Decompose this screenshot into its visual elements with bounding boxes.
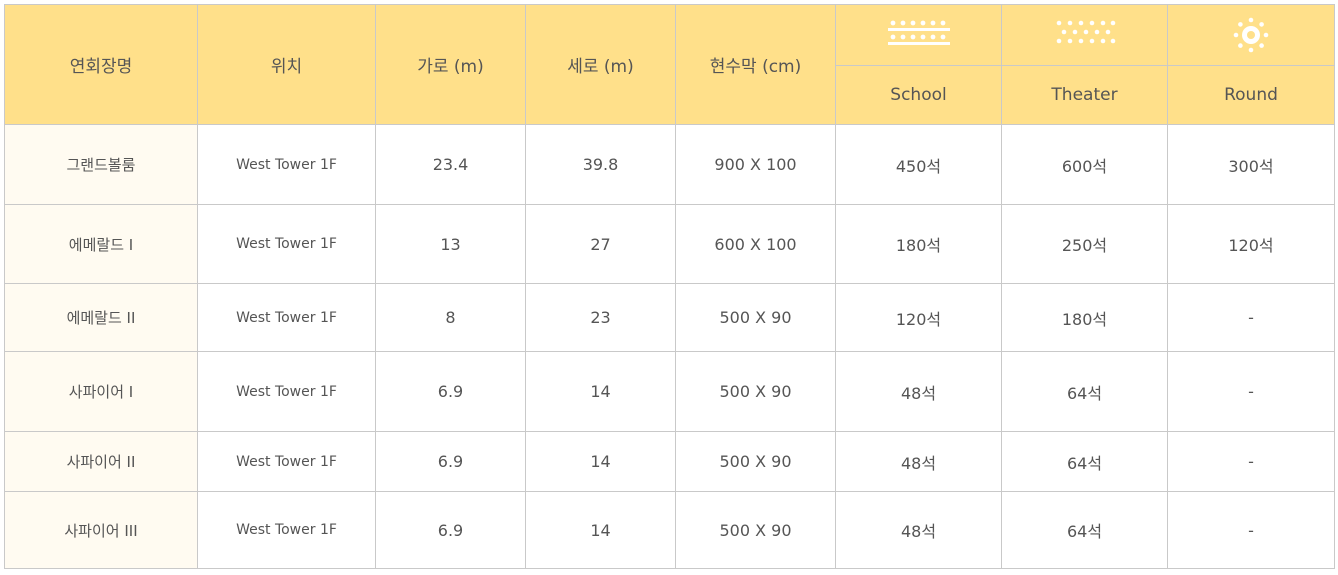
- header-width: 가로 (m): [375, 4, 526, 125]
- table-row: 사파이어 II West Tower 1F 6.9 14 500 X 90 48…: [4, 431, 1335, 492]
- venue-theater-capacity: 64석: [1001, 431, 1168, 492]
- venue-length: 14: [525, 351, 676, 432]
- theater-seating-icon: [1056, 20, 1115, 44]
- header-round-icon-cell: [1167, 4, 1335, 66]
- venue-table: 연회장명 위치 가로 (m) 세로 (m) 현수막 (cm): [4, 4, 1335, 569]
- header-theater-icon-cell: [1001, 4, 1168, 66]
- venue-location: West Tower 1F: [197, 351, 376, 432]
- venue-name: 사파이어 I: [4, 351, 198, 432]
- venue-width: 8: [375, 283, 526, 352]
- table-row: 그랜드볼룸 West Tower 1F 23.4 39.8 900 X 100 …: [4, 124, 1335, 205]
- venue-school-capacity: 180석: [835, 204, 1002, 284]
- venue-round-capacity: -: [1167, 351, 1335, 432]
- venue-length: 27: [525, 204, 676, 284]
- venue-theater-capacity: 600석: [1001, 124, 1168, 205]
- header-theater: Theater: [1001, 65, 1168, 125]
- venue-school-capacity: 450석: [835, 124, 1002, 205]
- header-school: School: [835, 65, 1002, 125]
- header-banner: 현수막 (cm): [675, 4, 836, 125]
- venue-school-capacity: 48석: [835, 351, 1002, 432]
- venue-school-capacity: 48석: [835, 491, 1002, 569]
- venue-banner: 500 X 90: [675, 283, 836, 352]
- header-length: 세로 (m): [525, 4, 676, 125]
- venue-banner: 500 X 90: [675, 491, 836, 569]
- venue-banner: 900 X 100: [675, 124, 836, 205]
- venue-theater-capacity: 64석: [1001, 491, 1168, 569]
- venue-theater-capacity: 180석: [1001, 283, 1168, 352]
- table-row: 사파이어 III West Tower 1F 6.9 14 500 X 90 4…: [4, 491, 1335, 569]
- venue-length: 14: [525, 431, 676, 492]
- venue-round-capacity: -: [1167, 431, 1335, 492]
- table-row: 에메랄드 II West Tower 1F 8 23 500 X 90 120석…: [4, 283, 1335, 352]
- round-table-icon: [1233, 17, 1269, 53]
- venue-width: 6.9: [375, 491, 526, 569]
- venue-school-capacity: 48석: [835, 431, 1002, 492]
- venue-banner: 600 X 100: [675, 204, 836, 284]
- venue-name: 에메랄드 I: [4, 204, 198, 284]
- venue-name: 사파이어 II: [4, 431, 198, 492]
- venue-location: West Tower 1F: [197, 124, 376, 205]
- venue-theater-capacity: 250석: [1001, 204, 1168, 284]
- venue-name: 그랜드볼룸: [4, 124, 198, 205]
- venue-width: 13: [375, 204, 526, 284]
- venue-round-capacity: -: [1167, 491, 1335, 569]
- venue-banner: 500 X 90: [675, 431, 836, 492]
- venue-length: 39.8: [525, 124, 676, 205]
- venue-width: 6.9: [375, 351, 526, 432]
- venue-name: 사파이어 III: [4, 491, 198, 569]
- venue-round-capacity: -: [1167, 283, 1335, 352]
- school-seating-icon: [887, 20, 950, 45]
- venue-table-container: 연회장명 위치 가로 (m) 세로 (m) 현수막 (cm): [4, 4, 1335, 569]
- venue-location: West Tower 1F: [197, 204, 376, 284]
- header-school-icon-cell: [835, 4, 1002, 66]
- venue-school-capacity: 120석: [835, 283, 1002, 352]
- venue-name: 에메랄드 II: [4, 283, 198, 352]
- venue-banner: 500 X 90: [675, 351, 836, 432]
- venue-width: 6.9: [375, 431, 526, 492]
- venue-location: West Tower 1F: [197, 431, 376, 492]
- venue-round-capacity: 120석: [1167, 204, 1335, 284]
- venue-length: 14: [525, 491, 676, 569]
- table-row: 에메랄드 I West Tower 1F 13 27 600 X 100 180…: [4, 204, 1335, 284]
- header-round: Round: [1167, 65, 1335, 125]
- venue-length: 23: [525, 283, 676, 352]
- venue-location: West Tower 1F: [197, 283, 376, 352]
- venue-width: 23.4: [375, 124, 526, 205]
- header-location: 위치: [197, 4, 376, 125]
- venue-round-capacity: 300석: [1167, 124, 1335, 205]
- venue-theater-capacity: 64석: [1001, 351, 1168, 432]
- venue-location: West Tower 1F: [197, 491, 376, 569]
- header-name: 연회장명: [4, 4, 198, 125]
- table-row: 사파이어 I West Tower 1F 6.9 14 500 X 90 48석…: [4, 351, 1335, 432]
